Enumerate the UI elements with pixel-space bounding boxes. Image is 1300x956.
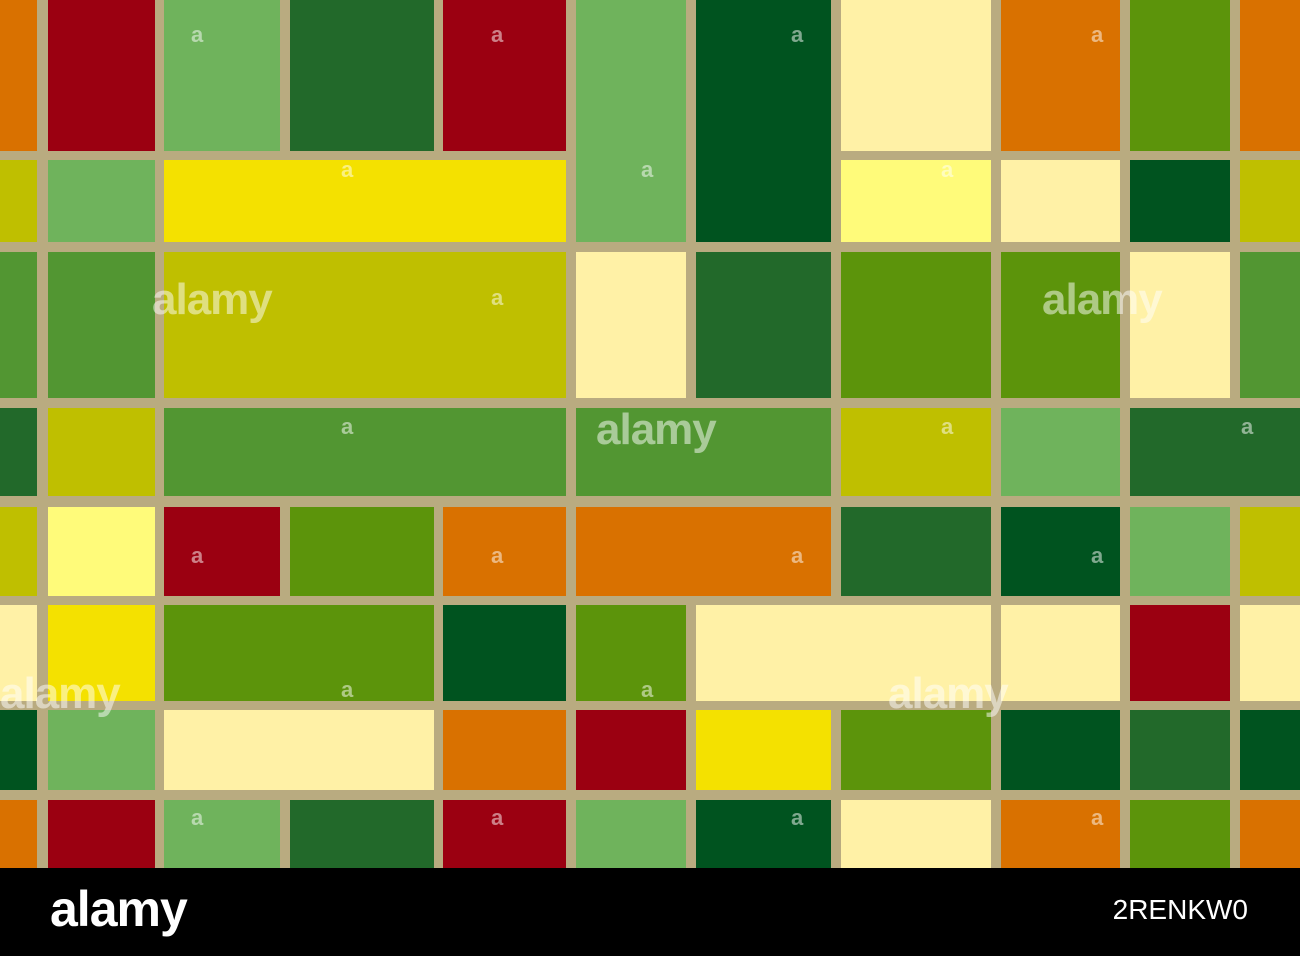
mosaic-tile bbox=[290, 507, 434, 596]
tile-layer bbox=[0, 0, 1300, 868]
mosaic-tile bbox=[1001, 160, 1120, 242]
mosaic-tile bbox=[0, 605, 37, 701]
mosaic-tile bbox=[48, 605, 155, 701]
mosaic-tile bbox=[1001, 252, 1120, 398]
mosaic-pattern: alamy alamy alamy alamy alamy a a a a a a a a a a a a a a a… bbox=[0, 0, 1300, 868]
mosaic-tile bbox=[1001, 408, 1120, 496]
mosaic-tile bbox=[164, 0, 280, 151]
mosaic-tile bbox=[1001, 605, 1120, 701]
mosaic-tile bbox=[164, 252, 566, 398]
mosaic-tile bbox=[576, 0, 686, 242]
mosaic-tile bbox=[443, 605, 566, 701]
mosaic-tile bbox=[443, 507, 566, 596]
mosaic-tile bbox=[1001, 0, 1120, 151]
mosaic-tile bbox=[1130, 507, 1230, 596]
mosaic-tile bbox=[576, 710, 686, 790]
mosaic-tile bbox=[841, 0, 991, 151]
mosaic-tile bbox=[290, 800, 434, 868]
mosaic-tile bbox=[1240, 605, 1300, 701]
mosaic-tile bbox=[0, 160, 37, 242]
mosaic-tile bbox=[0, 800, 37, 868]
alamy-logo: alamy bbox=[50, 881, 188, 937]
mosaic-tile bbox=[1240, 710, 1300, 790]
mosaic-tile bbox=[841, 160, 991, 242]
mosaic-tile bbox=[1240, 800, 1300, 868]
mosaic-tile bbox=[48, 507, 155, 596]
mosaic-tile bbox=[290, 0, 434, 151]
mosaic-tile bbox=[841, 408, 991, 496]
footer-bar: alamy 2RENKW0 bbox=[0, 868, 1300, 956]
mosaic-tile bbox=[576, 605, 686, 701]
mosaic-tile bbox=[576, 507, 831, 596]
mosaic-tile bbox=[164, 507, 280, 596]
mosaic-tile bbox=[1130, 710, 1230, 790]
mosaic-tile bbox=[0, 710, 37, 790]
mosaic-tile bbox=[696, 800, 831, 868]
mosaic-tile bbox=[48, 0, 155, 151]
mosaic-tile bbox=[696, 252, 831, 398]
mosaic-tile bbox=[48, 710, 155, 790]
mosaic-tile bbox=[1130, 800, 1230, 868]
mosaic-tile bbox=[1240, 160, 1300, 242]
mosaic-tile bbox=[443, 710, 566, 790]
mosaic-tile bbox=[1240, 507, 1300, 596]
mosaic-tile bbox=[696, 710, 831, 790]
mosaic-tile bbox=[696, 0, 831, 242]
mosaic-tile bbox=[1130, 252, 1230, 398]
mosaic-tile bbox=[696, 605, 991, 701]
mosaic-tile bbox=[841, 507, 991, 596]
mosaic-tile bbox=[1130, 408, 1300, 496]
mosaic-tile bbox=[841, 252, 991, 398]
mosaic-tile bbox=[1130, 160, 1230, 242]
mosaic-tile bbox=[164, 605, 434, 701]
mosaic-tile bbox=[1001, 800, 1120, 868]
mosaic-tile bbox=[48, 408, 155, 496]
mosaic-tile bbox=[443, 800, 566, 868]
mosaic-tile bbox=[1240, 0, 1300, 151]
mosaic-tile bbox=[576, 800, 686, 868]
mosaic-tile bbox=[0, 252, 37, 398]
mosaic-tile bbox=[1001, 507, 1120, 596]
mosaic-tile bbox=[576, 252, 686, 398]
mosaic-tile bbox=[576, 408, 831, 496]
mosaic-tile bbox=[0, 507, 37, 596]
mosaic-tile bbox=[1240, 252, 1300, 398]
mosaic-tile bbox=[1130, 0, 1230, 151]
mosaic-tile bbox=[841, 800, 991, 868]
mosaic-tile bbox=[48, 160, 155, 242]
mosaic-tile bbox=[0, 408, 37, 496]
mosaic-tile bbox=[164, 800, 280, 868]
mosaic-tile bbox=[164, 710, 434, 790]
mosaic-tile bbox=[0, 0, 37, 151]
mosaic-tile bbox=[443, 0, 566, 151]
mosaic-tile bbox=[48, 800, 155, 868]
image-id-label: 2RENKW0 bbox=[1112, 894, 1248, 925]
mosaic-tile bbox=[164, 408, 566, 496]
mosaic-tile bbox=[48, 252, 155, 398]
mosaic-tile bbox=[841, 710, 991, 790]
mosaic-tile bbox=[1001, 710, 1120, 790]
mosaic-tile bbox=[164, 160, 566, 242]
mosaic-tile bbox=[1130, 605, 1230, 701]
